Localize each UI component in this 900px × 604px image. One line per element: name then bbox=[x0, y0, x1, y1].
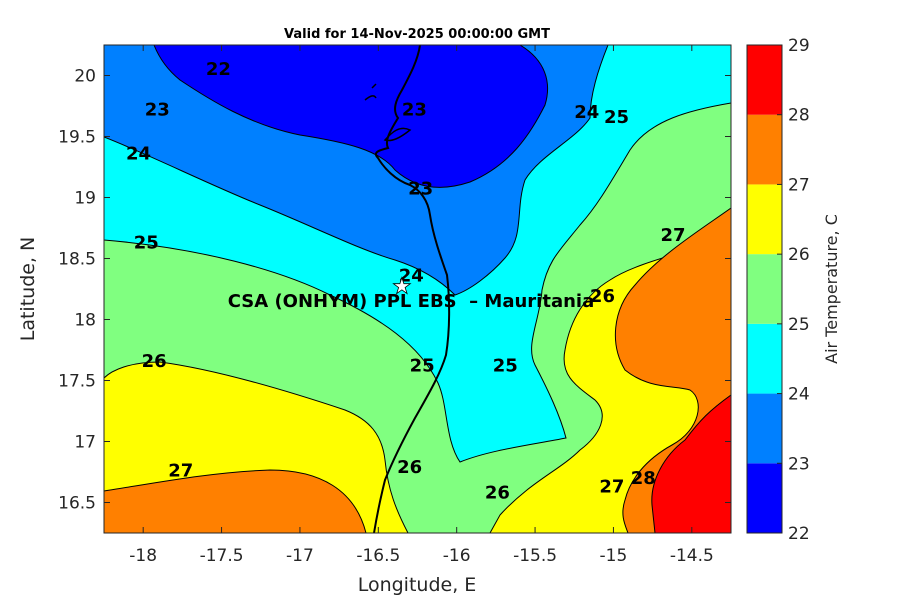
colorbar-tick-label: 22 bbox=[788, 524, 810, 544]
x-axis-ticks: -18 -17.5 -17 -16.5 -16 -15.5 -15 -14.5 bbox=[129, 45, 714, 566]
contour-label: 25 bbox=[604, 107, 629, 128]
x-tick-label: -15.5 bbox=[513, 546, 557, 566]
x-tick-label: -17 bbox=[286, 546, 314, 566]
contour-label: 25 bbox=[134, 232, 159, 253]
colorbar-tick-label: 26 bbox=[788, 245, 810, 265]
y-tick-label: 18.5 bbox=[58, 250, 96, 270]
x-axis-label: Longitude, E bbox=[358, 574, 477, 596]
x-tick-label: -17.5 bbox=[200, 546, 244, 566]
colorbar-swatch bbox=[747, 114, 782, 185]
colorbar-tick-label: 28 bbox=[788, 106, 810, 126]
coastline bbox=[373, 45, 451, 533]
contour-label: 26 bbox=[485, 483, 510, 504]
contour-label: 25 bbox=[410, 356, 435, 377]
colorbar: 22 23 24 25 26 27 28 29 bbox=[746, 36, 810, 544]
colorbar-tick-label: 25 bbox=[788, 315, 810, 335]
contour-label: 23 bbox=[408, 179, 433, 200]
band-27-28 bbox=[104, 469, 367, 533]
band-22-23 bbox=[153, 45, 549, 188]
y-tick-label: 16.5 bbox=[58, 494, 96, 514]
x-tick-label: -18 bbox=[129, 546, 157, 566]
contour-label: 24 bbox=[126, 143, 151, 164]
colorbar-swatch bbox=[747, 184, 782, 255]
colorbar-label: Air Temperature, C bbox=[822, 214, 841, 364]
contour-label: 24 bbox=[399, 265, 424, 286]
y-axis-ticks: 16.5 17 17.5 18 18.5 19 19.5 20 bbox=[58, 67, 731, 514]
colorbar-tick-label: 27 bbox=[788, 175, 810, 195]
colorbar-swatch bbox=[747, 463, 782, 533]
x-tick-label: -16 bbox=[443, 546, 471, 566]
x-tick-label: -16.5 bbox=[356, 546, 400, 566]
colorbar-tick-label: 24 bbox=[788, 385, 810, 405]
colorbar-frame bbox=[746, 44, 783, 534]
contour-label: 27 bbox=[660, 225, 685, 246]
colorbar-tick-label: 29 bbox=[788, 36, 810, 56]
y-tick-label: 17.5 bbox=[58, 372, 96, 392]
contour-label: 26 bbox=[397, 457, 422, 478]
contour-label: 27 bbox=[168, 461, 193, 482]
contour-label: 23 bbox=[402, 99, 427, 120]
contour-label: 27 bbox=[599, 476, 624, 497]
site-label: CSA (ONHYM) PPL EBS – Mauritania bbox=[228, 291, 595, 312]
plot-frame bbox=[103, 44, 732, 534]
colorbar-tick-label: 23 bbox=[788, 454, 810, 474]
colorbar-swatch bbox=[747, 45, 782, 115]
contour-label: 24 bbox=[574, 102, 599, 123]
contour-label: 28 bbox=[631, 468, 656, 489]
colorbar-swatch bbox=[747, 254, 782, 324]
contour-label: 23 bbox=[145, 99, 170, 120]
contour-label: 26 bbox=[142, 351, 167, 372]
band-28-29 bbox=[651, 394, 731, 533]
y-tick-label: 19 bbox=[74, 189, 96, 209]
contour-field bbox=[104, 45, 731, 533]
y-tick-label: 17 bbox=[74, 433, 96, 453]
contour-label: 25 bbox=[493, 356, 518, 377]
contour-label: 22 bbox=[206, 59, 231, 80]
x-tick-label: -15 bbox=[600, 546, 628, 566]
y-axis-label: Latitude, N bbox=[17, 237, 39, 342]
colorbar-swatch bbox=[747, 323, 782, 394]
coast-detail bbox=[364, 83, 412, 142]
x-tick-label: -14.5 bbox=[670, 546, 714, 566]
y-tick-label: 18 bbox=[74, 311, 96, 331]
contour-label: 26 bbox=[590, 286, 615, 307]
colorbar-swatch bbox=[747, 393, 782, 464]
chart-title: Valid for 14-Nov-2025 00:00:00 GMT bbox=[284, 27, 550, 42]
star-icon: ★ bbox=[392, 274, 412, 299]
y-tick-label: 20 bbox=[74, 67, 96, 87]
y-tick-label: 19.5 bbox=[58, 128, 96, 148]
